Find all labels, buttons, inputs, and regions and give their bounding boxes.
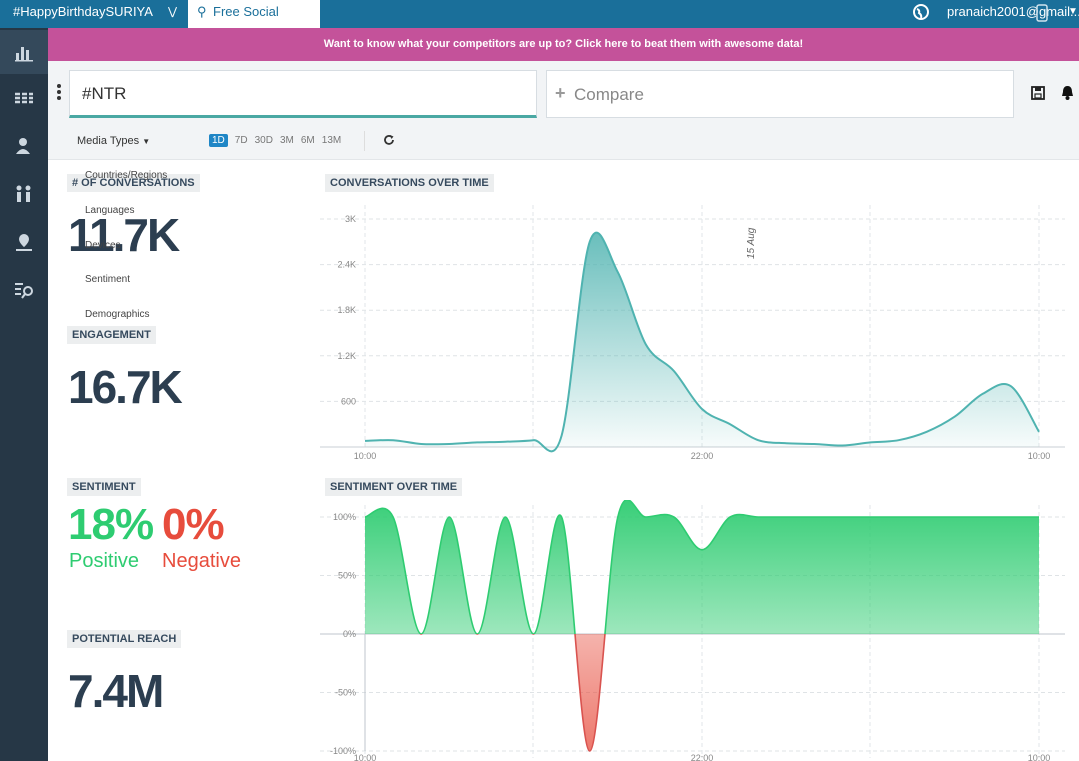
save-icon[interactable]	[1031, 86, 1045, 100]
y-tick-label: 50%	[338, 571, 356, 581]
bar-chart-icon	[15, 47, 33, 62]
sidebar	[0, 28, 48, 761]
media-types-label: Media Types	[77, 135, 140, 147]
x-tick-label: 10:00	[354, 753, 377, 761]
time-range-selector: 1D 7D 30D 3M 6M 13M	[209, 134, 348, 147]
media-types-dropdown[interactable]: Media Types ▼	[77, 135, 150, 147]
conversations-chart-title: CONVERSATIONS OVER TIME	[325, 174, 494, 192]
tab-free-social-search[interactable]: ⚲ Free Social Search	[188, 0, 320, 43]
dropdown-item-sentiment[interactable]: Sentiment	[85, 274, 131, 285]
x-tick-label: 22:00	[691, 753, 714, 761]
positive-percentage: 18%	[68, 500, 154, 549]
waves-icon	[15, 92, 33, 104]
globe-icon[interactable]	[912, 3, 930, 21]
dropdown-item-demographics[interactable]: Demographics	[85, 309, 150, 320]
sentiment-label: SENTIMENT	[67, 478, 141, 496]
promo-banner[interactable]: Want to know what your competitors are u…	[48, 28, 1079, 61]
refresh-icon[interactable]	[383, 134, 395, 146]
tab-hashtag[interactable]: #HappyBirthdaySURIYA ⋁	[0, 0, 186, 28]
map-pin-icon	[16, 234, 32, 251]
list-search-icon	[15, 283, 33, 299]
y-tick-label: 1.8K	[337, 305, 356, 315]
sentiment-over-time-chart: 100%50%0%-50%-100%10:00 22:00 10:00	[320, 500, 1065, 761]
person-icon	[16, 138, 30, 154]
compare-input[interactable]: + Compare	[546, 70, 1014, 118]
y-tick-label: -100%	[330, 746, 356, 756]
x-tick-label: 10:00	[1028, 451, 1051, 461]
conversations-line	[364, 231, 1040, 453]
range-6m-button[interactable]: 6M	[300, 135, 315, 146]
date-annotation: 15 Aug	[746, 227, 757, 259]
sidebar-item-analytics[interactable]	[0, 30, 48, 74]
y-tick-label: 3K	[345, 214, 356, 224]
search-icon: ⚲	[197, 4, 207, 19]
positive-area	[365, 500, 1039, 634]
negative-label: Negative	[162, 550, 241, 572]
caret-down-icon: ▼	[142, 137, 151, 146]
y-tick-label: -50%	[335, 688, 356, 698]
phone-icon[interactable]	[1036, 4, 1048, 22]
conversations-over-time-chart: 600 1.2K 1.8K 2.4K 3K 10:00 22:00 10:00 15 Aug	[320, 205, 1065, 461]
negative-percentage: 0%	[162, 500, 225, 549]
engagement-label: ENGAGEMENT	[67, 326, 156, 344]
dropdown-item-languages[interactable]: Languages	[85, 205, 135, 216]
top-bar	[0, 0, 1079, 28]
y-tick-label: 2.4K	[337, 260, 356, 270]
bell-icon[interactable]	[1060, 85, 1075, 101]
potential-reach-label: POTENTIAL REACH	[67, 630, 182, 648]
sidebar-item-locations[interactable]	[0, 220, 48, 264]
sidebar-item-influencers[interactable]	[0, 124, 48, 168]
sidebar-item-search-list[interactable]	[0, 268, 48, 312]
search-query-text: #NTR	[82, 84, 127, 103]
sidebar-item-streams[interactable]	[0, 76, 48, 120]
positive-label: Positive	[69, 550, 140, 572]
user-email[interactable]: pranaich2001@gmail...	[947, 4, 1079, 19]
conversations-area	[365, 232, 1039, 452]
sidebar-item-demographics[interactable]	[0, 172, 48, 216]
filter-row	[48, 125, 1079, 160]
people-icon	[16, 185, 31, 202]
y-tick-label: 1.2K	[337, 351, 356, 361]
divider	[364, 131, 365, 151]
potential-reach-value: 7.4M	[68, 665, 164, 717]
search-query-input[interactable]: #NTR	[69, 70, 537, 118]
engagement-value: 16.7K	[68, 361, 183, 413]
x-tick-label: 10:00	[1028, 753, 1051, 761]
range-30d-button[interactable]: 30D	[254, 135, 273, 146]
y-tick-label: 0%	[343, 629, 356, 639]
dropdown-item-devices[interactable]: Devices	[85, 240, 121, 251]
y-tick-label: 600	[341, 396, 356, 406]
conversations-value: 11.7K	[68, 209, 180, 261]
user-menu-caret-icon[interactable]: ▼	[1068, 6, 1078, 17]
range-7d-button[interactable]: 7D	[234, 135, 248, 146]
sentiment-line-positive	[364, 500, 1039, 634]
tab-hashtag-label: #HappyBirthdaySURIYA	[13, 4, 153, 19]
y-tick-label: 100%	[333, 512, 356, 522]
compare-placeholder: Compare	[574, 85, 644, 104]
dropdown-item-countries[interactable]: Countries/Regions	[85, 170, 168, 181]
range-3m-button[interactable]: 3M	[279, 135, 294, 146]
kebab-menu-icon[interactable]	[55, 82, 63, 102]
plus-icon: +	[555, 83, 566, 103]
conversations-label: # OF CONVERSATIONS	[67, 174, 200, 192]
range-13m-button[interactable]: 13M	[321, 135, 342, 146]
chevron-double-down-icon[interactable]: ⋁	[168, 6, 178, 18]
sentiment-chart-title: SENTIMENT OVER TIME	[325, 478, 463, 496]
x-tick-label: 22:00	[691, 451, 714, 461]
x-tick-label: 10:00	[354, 451, 377, 461]
range-1d-button[interactable]: 1D	[209, 134, 228, 147]
